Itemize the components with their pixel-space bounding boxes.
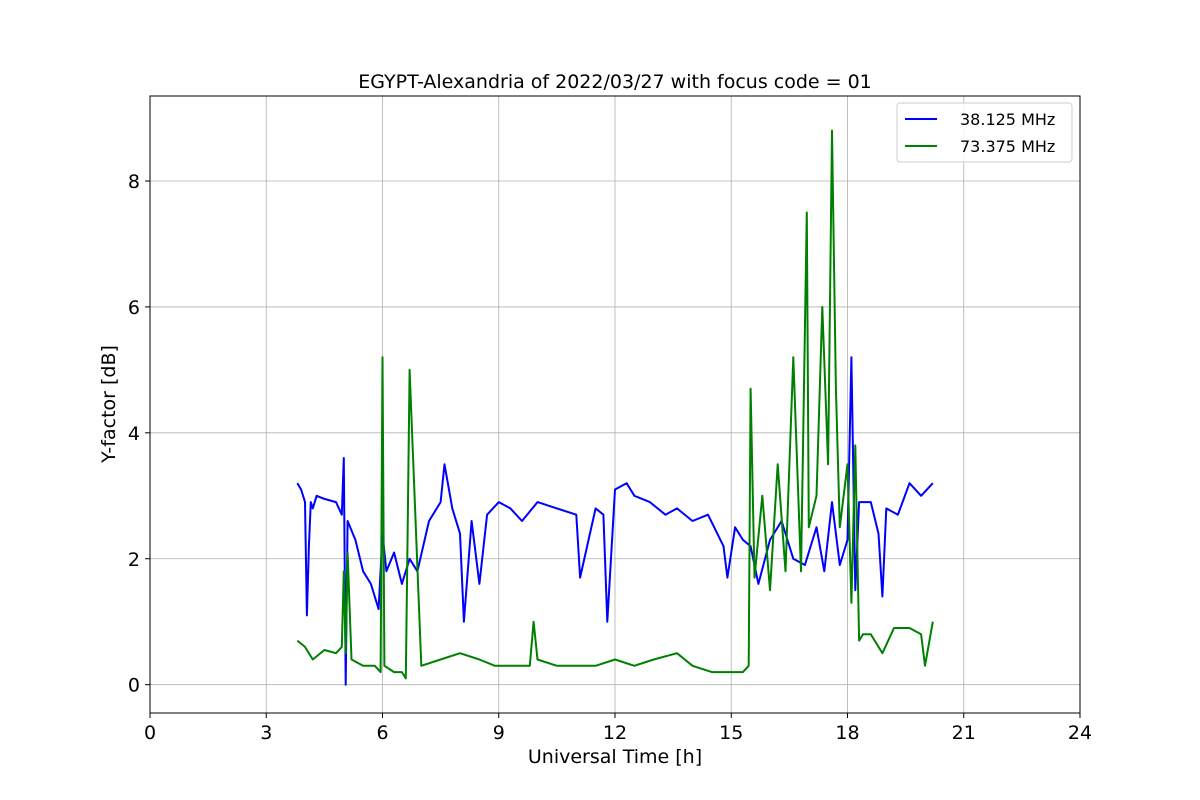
y-tick-label: 0	[128, 675, 140, 697]
x-tick-label: 12	[603, 722, 627, 744]
series-73mhz-line	[296, 129, 934, 680]
x-axis-label: Universal Time [h]	[528, 746, 702, 768]
x-tick-label: 21	[952, 722, 976, 744]
chart-title: EGYPT-Alexandria of 2022/03/27 with focu…	[358, 71, 872, 93]
legend-label-73mhz: 73.375 MHz	[960, 137, 1055, 156]
series-group	[296, 129, 934, 686]
x-tick-label: 6	[376, 722, 388, 744]
legend-box	[896, 102, 1073, 163]
y-tick-label: 8	[128, 171, 140, 193]
legend: 38.125 MHz 73.375 MHz	[896, 102, 1073, 163]
x-tick-label: 9	[493, 722, 505, 744]
y-tick-label: 2	[128, 549, 140, 571]
x-tick-label: 15	[719, 722, 743, 744]
x-tick-label: 18	[835, 722, 859, 744]
y-axis-label: Y-factor [dB]	[98, 345, 120, 464]
y-tick-label: 4	[128, 423, 140, 445]
x-tick-label: 24	[1068, 722, 1092, 744]
x-tick-label: 3	[260, 722, 272, 744]
y-tick-label: 6	[128, 297, 140, 319]
x-tick-label: 0	[144, 722, 156, 744]
legend-label-38mhz: 38.125 MHz	[960, 110, 1055, 129]
